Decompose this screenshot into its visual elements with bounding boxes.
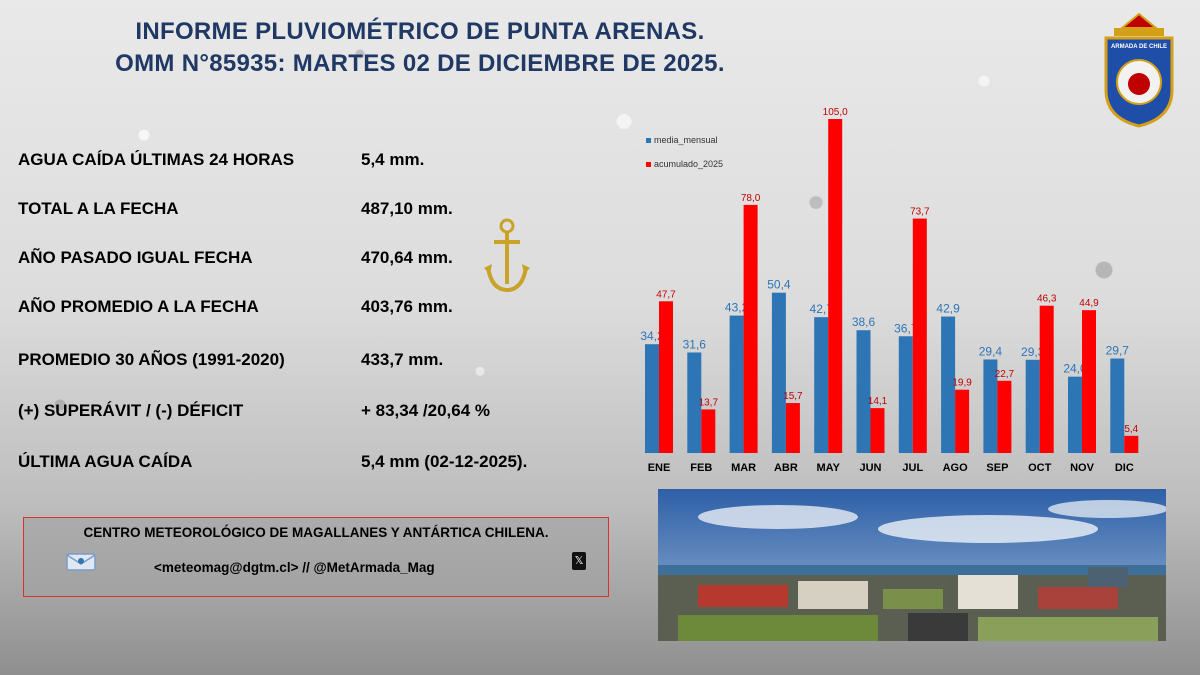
stat-row-average-year: AÑO PROMEDIO A LA FECHA 403,76 mm. xyxy=(18,297,578,327)
data-label: 44,9 xyxy=(1079,298,1099,309)
data-label: 73,7 xyxy=(910,207,930,218)
stat-label: ÚLTIMA AGUA CAÍDA xyxy=(18,452,193,471)
x-tick-label: OCT xyxy=(1028,462,1052,474)
data-label: 29,3 xyxy=(1021,345,1045,359)
bar-media-mensual xyxy=(898,336,913,453)
stat-value: 5,4 mm (02-12-2025). xyxy=(361,452,528,471)
x-tick-label: FEB xyxy=(690,462,712,474)
contact-line: <meteomag@dgtm.cl> // @MetArmada_Mag xyxy=(154,560,435,575)
bar-media-mensual xyxy=(771,292,786,453)
bar-acumulado-2025 xyxy=(870,408,885,453)
logo-text: ARMADA DE CHILE xyxy=(1111,44,1167,50)
bar-media-mensual xyxy=(941,316,956,453)
title-line-1: INFORME PLUVIOMÉTRICO DE PUNTA ARENAS. xyxy=(135,18,705,45)
bar-media-mensual xyxy=(645,344,659,453)
city-photo xyxy=(658,489,1166,641)
bar-media-mensual xyxy=(1068,376,1082,453)
x-tick-label: NOV xyxy=(1070,462,1095,474)
data-label: 105,0 xyxy=(823,107,848,118)
rainfall-bar-chart: media_mensual acumulado_2025 34,2 47,7 ENE 31… xyxy=(640,107,1139,474)
bar-acumulado-2025 xyxy=(828,119,843,453)
stat-row-total: TOTAL A LA FECHA 487,10 mm. xyxy=(18,199,578,229)
data-label: 15,7 xyxy=(783,391,803,402)
title-line-2: OMM N°85935: MARTES 02 DE DICIEMBRE DE 2… xyxy=(115,50,725,77)
data-label: 19,9 xyxy=(952,378,972,389)
bar-acumulado-2025 xyxy=(785,403,800,453)
data-label: 47,7 xyxy=(656,289,676,300)
x-tick-label: DIC xyxy=(1115,462,1134,474)
stat-label: AÑO PASADO IGUAL FECHA xyxy=(18,248,253,267)
legend-label: acumulado_2025 xyxy=(654,159,723,169)
bar-media-mensual xyxy=(729,315,744,453)
data-label: 36,7 xyxy=(894,321,918,335)
data-label: 50,4 xyxy=(767,278,791,292)
bar-acumulado-2025 xyxy=(1082,310,1096,453)
data-label: 13,7 xyxy=(699,397,719,408)
x-logo-icon: 𝕏 xyxy=(572,552,586,570)
data-label: 29,7 xyxy=(1106,344,1130,358)
data-label: 78,0 xyxy=(741,193,761,204)
bar-acumulado-2025 xyxy=(701,409,716,453)
bar-acumulado-2025 xyxy=(743,204,758,453)
stat-row-last-year: AÑO PASADO IGUAL FECHA 470,64 mm. xyxy=(18,248,578,278)
data-label: 5,4 xyxy=(1124,424,1138,435)
data-label: 42,7 xyxy=(810,302,834,316)
email-icon xyxy=(66,553,96,571)
data-label: 38,6 xyxy=(852,315,876,329)
x-tick-label: JUN xyxy=(859,462,881,474)
stat-label: TOTAL A LA FECHA xyxy=(18,199,179,218)
bar-acumulado-2025 xyxy=(659,301,673,453)
bar-media-mensual xyxy=(814,317,829,453)
stat-value: 403,76 mm. xyxy=(361,297,453,316)
stat-row-last-rain: ÚLTIMA AGUA CAÍDA 5,4 mm (02-12-2025). xyxy=(18,452,578,482)
stat-value: + 83,34 /20,64 % xyxy=(361,401,491,420)
legend-swatch xyxy=(646,162,651,167)
bar-media-mensual xyxy=(687,352,702,453)
data-label: 29,4 xyxy=(979,344,1003,358)
x-tick-label: MAR xyxy=(731,462,756,474)
x-tick-label: ENE xyxy=(648,462,671,474)
stat-label: (+) SUPERÁVIT / (-) DÉFICIT xyxy=(18,401,244,420)
data-label: 31,6 xyxy=(683,337,707,351)
contact-title: CENTRO METEOROLÓGICO DE MAGALLANES Y ANT… xyxy=(83,525,549,540)
data-label: 34,2 xyxy=(640,329,664,343)
bar-acumulado-2025 xyxy=(1039,305,1054,453)
data-label: 24,0 xyxy=(1063,362,1087,376)
stat-value: 433,7 mm. xyxy=(361,350,444,369)
report-title: INFORME PLUVIOMÉTRICO DE PUNTA ARENAS. O… xyxy=(40,16,800,80)
bar-media-mensual xyxy=(856,330,871,453)
data-label: 22,7 xyxy=(995,369,1015,380)
stat-label: PROMEDIO 30 AÑOS (1991-2020) xyxy=(18,350,285,369)
stat-row-surplus-deficit: (+) SUPERÁVIT / (-) DÉFICIT + 83,34 /20,… xyxy=(18,401,578,431)
x-tick-label: SEP xyxy=(986,462,1008,474)
data-label: 46,3 xyxy=(1037,294,1057,305)
bar-acumulado-2025 xyxy=(1124,435,1139,453)
stat-value: 470,64 mm. xyxy=(361,248,453,267)
stat-label: AGUA CAÍDA ÚLTIMAS 24 HORAS xyxy=(18,150,295,169)
x-tick-label: ABR xyxy=(774,462,798,474)
bar-media-mensual xyxy=(983,359,998,453)
stat-row-30-year-average: PROMEDIO 30 AÑOS (1991-2020) 433,7 mm. xyxy=(18,350,578,380)
data-label: 42,9 xyxy=(936,302,960,316)
navy-shield-icon: ARMADA DE CHILE xyxy=(1104,12,1174,128)
bar-acumulado-2025 xyxy=(912,218,927,453)
bar-acumulado-2025 xyxy=(997,380,1012,453)
x-tick-label: MAY xyxy=(816,462,840,474)
bar-acumulado-2025 xyxy=(955,389,970,453)
contact-box: CENTRO METEOROLÓGICO DE MAGALLANES Y ANT… xyxy=(23,517,609,597)
stat-value: 487,10 mm. xyxy=(361,199,453,218)
x-tick-label: JUL xyxy=(902,462,923,474)
legend-label: media_mensual xyxy=(654,135,718,145)
legend-swatch xyxy=(646,138,651,143)
stat-row-last-24h: AGUA CAÍDA ÚLTIMAS 24 HORAS 5,4 mm. xyxy=(18,150,578,180)
anchor-icon xyxy=(484,218,530,293)
bar-media-mensual xyxy=(1025,359,1040,453)
data-label: 14,1 xyxy=(868,396,888,407)
stat-label: AÑO PROMEDIO A LA FECHA xyxy=(18,297,259,316)
x-tick-label: AGO xyxy=(943,462,969,474)
bar-media-mensual xyxy=(1110,358,1125,453)
stat-value: 5,4 mm. xyxy=(361,150,425,169)
data-label: 43,2 xyxy=(725,301,749,315)
